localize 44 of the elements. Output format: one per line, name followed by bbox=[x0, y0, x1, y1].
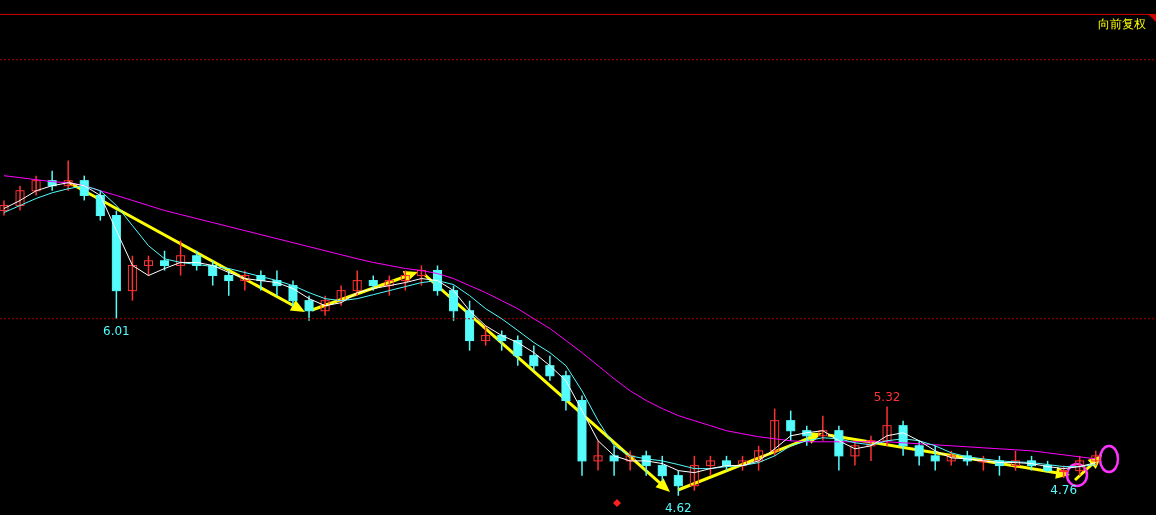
candlestick bbox=[127, 255, 137, 302]
candlestick bbox=[384, 274, 394, 297]
text: 向前复权 bbox=[1098, 16, 1146, 33]
candlestick bbox=[914, 440, 924, 467]
candlestick bbox=[770, 407, 780, 457]
candlestick bbox=[95, 189, 105, 222]
candlestick bbox=[1010, 450, 1020, 472]
candlestick bbox=[240, 269, 250, 292]
annotation: 4.76 bbox=[1050, 482, 1078, 497]
candlestick bbox=[593, 440, 603, 472]
candlestick bbox=[673, 469, 683, 497]
candlestick bbox=[288, 279, 298, 307]
candlestick bbox=[625, 450, 635, 472]
candlestick bbox=[754, 445, 764, 472]
candlestick bbox=[529, 344, 539, 372]
candlestick bbox=[705, 455, 715, 477]
candlestick bbox=[513, 334, 523, 367]
candlestick bbox=[481, 325, 491, 347]
candlestick bbox=[449, 284, 459, 322]
annotation: 4.62 bbox=[664, 500, 692, 515]
candlestick bbox=[786, 409, 796, 442]
candlestick bbox=[336, 284, 346, 307]
candlestick bbox=[400, 269, 410, 292]
candlestick bbox=[416, 264, 426, 287]
candlestick bbox=[882, 405, 892, 447]
annotation: 6.01 bbox=[103, 323, 130, 338]
annotation: 5.32 bbox=[873, 389, 901, 404]
candlestick bbox=[160, 249, 170, 272]
candlestick bbox=[63, 159, 73, 192]
candlestick bbox=[304, 294, 314, 322]
candlestick bbox=[176, 239, 186, 277]
candlestick bbox=[352, 269, 362, 297]
candlestick bbox=[0, 199, 9, 217]
candlestick bbox=[320, 294, 330, 317]
candlestick bbox=[818, 414, 828, 442]
candlestick bbox=[15, 184, 25, 212]
candlestick bbox=[1075, 455, 1085, 477]
candlestick bbox=[31, 174, 41, 197]
candlestick bbox=[689, 455, 699, 492]
candlestick bbox=[866, 435, 876, 462]
candlestick bbox=[850, 440, 860, 467]
candlestick bbox=[545, 354, 555, 382]
candlestick bbox=[143, 255, 153, 277]
candlestick bbox=[224, 269, 234, 297]
